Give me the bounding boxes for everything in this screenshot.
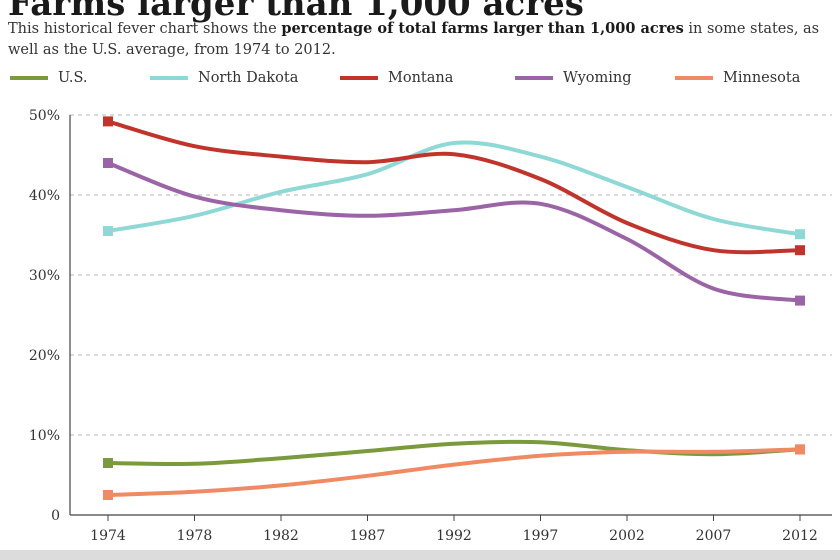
series-end-marker: [795, 295, 805, 306]
chart-title: Farms larger than 1,000 acres: [8, 0, 584, 24]
series-end-marker: [103, 226, 113, 236]
legend-label: North Dakota: [198, 70, 299, 86]
bottom-band: [0, 550, 840, 560]
subtitle-emphasis: percentage of total farms larger than 1,…: [281, 20, 684, 37]
legend-item: Minnesota: [675, 70, 800, 86]
legend-label: Minnesota: [723, 70, 801, 86]
y-tick-label: 30%: [29, 268, 60, 284]
legend-item: U.S.: [10, 70, 88, 86]
x-tick-label: 2002: [609, 528, 645, 544]
x-tick-label: 1992: [436, 528, 472, 544]
legend-label: Montana: [388, 70, 454, 86]
legend-swatch: [515, 76, 553, 80]
chart-legend: U.S. North Dakota Montana Wyoming Minnesota: [10, 70, 830, 94]
series-end-marker: [795, 229, 805, 240]
y-tick-label: 50%: [29, 108, 60, 124]
subtitle-text-start: This historical fever chart shows the: [8, 21, 282, 37]
legend-item: North Dakota: [150, 70, 298, 86]
legend-swatch: [675, 76, 713, 80]
legend-swatch: [10, 76, 48, 80]
legend-swatch: [340, 76, 378, 80]
series-end-marker: [795, 444, 805, 455]
chart-subtitle: This historical fever chart shows the pe…: [8, 18, 828, 61]
y-tick-label: 20%: [29, 348, 60, 364]
series-end-marker: [103, 490, 113, 500]
legend-label: U.S.: [58, 70, 88, 86]
series-line: [106, 119, 802, 255]
y-tick-label: 0: [51, 508, 60, 524]
y-tick-label: 10%: [29, 428, 60, 444]
legend-item: Montana: [340, 70, 453, 86]
y-tick-label: 40%: [29, 188, 60, 204]
x-tick-label: 1997: [523, 528, 559, 544]
series-line: [106, 447, 802, 497]
x-tick-label: 1987: [350, 528, 386, 544]
subtitle-text-end: in some states, as well as the U.S. aver…: [8, 21, 820, 58]
series-line: [106, 140, 802, 237]
series-end-marker: [103, 458, 113, 468]
x-tick-label: 2007: [696, 528, 732, 544]
x-tick-label: 1978: [177, 528, 213, 544]
series-end-marker: [103, 116, 113, 127]
x-tick-label: 2012: [782, 528, 818, 544]
series-line: [106, 161, 802, 303]
series-end-marker: [103, 158, 113, 168]
legend-item: Wyoming: [515, 70, 632, 86]
series-end-marker: [795, 245, 805, 256]
x-tick-label: 1982: [263, 528, 299, 544]
x-tick-label: 1974: [90, 528, 126, 544]
legend-swatch: [150, 76, 188, 80]
legend-label: Wyoming: [563, 70, 632, 86]
